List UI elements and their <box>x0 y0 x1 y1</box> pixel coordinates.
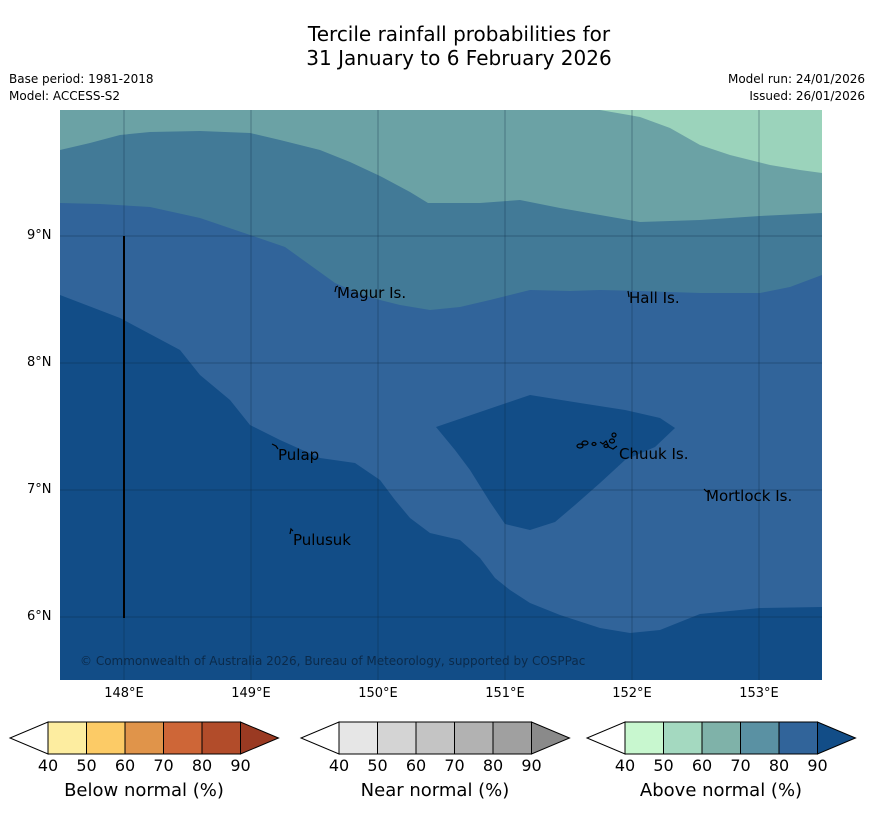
above-segment-1 <box>624 721 664 755</box>
copyright-note: © Commonwealth of Australia 2026, Bureau… <box>80 654 586 668</box>
above-arrow-low <box>585 721 626 755</box>
label-chuuk: Chuuk Is. <box>619 445 689 463</box>
model-run: Model run: 24/01/2026 <box>727 72 865 86</box>
label-pulusuk: Pulusuk <box>293 531 351 549</box>
colorbar-near <box>299 721 571 755</box>
zone-above-60 <box>60 110 822 222</box>
title-line-1: Tercile rainfall probabilities for <box>307 22 611 46</box>
colorbar-below <box>8 721 280 755</box>
title-line-2: 31 January to 6 February 2026 <box>306 46 612 70</box>
below-segment-3 <box>124 721 164 755</box>
tick-label: 40 <box>328 756 350 775</box>
issued-date: Issued: 26/01/2026 <box>749 89 865 103</box>
lon-label-153e: 153°E <box>739 686 779 701</box>
chuuk-lagoon-islands <box>576 432 618 450</box>
lon-label-151e: 151°E <box>485 686 525 701</box>
label-below-normal: Below normal (%) <box>64 780 224 801</box>
zone-above-50 <box>600 110 822 173</box>
below-segment-4 <box>163 721 203 755</box>
above-segment-3 <box>701 721 741 755</box>
near-segment-4 <box>454 721 494 755</box>
tick-label: 50 <box>367 756 388 775</box>
graticule <box>60 110 822 680</box>
tick-label: 40 <box>614 756 636 775</box>
tick-label: 80 <box>482 756 504 775</box>
model-name: Model: ACCESS-S2 <box>9 89 121 103</box>
hall-island-marker <box>627 290 630 298</box>
label-above-normal: Above normal (%) <box>639 780 803 801</box>
colorbar-above <box>585 721 857 755</box>
label-mortlock: Mortlock Is. <box>706 487 793 505</box>
label-hall: Hall Is. <box>629 289 680 307</box>
near-segment-1 <box>338 721 378 755</box>
tick-label: 80 <box>768 756 790 775</box>
above-arrow-high <box>817 721 857 755</box>
tick-label: 50 <box>76 756 97 775</box>
mortlock-island-marker <box>703 488 709 493</box>
meta-left: Base period: 1981-2018 Model: ACCESS-S2 <box>9 71 154 105</box>
tick-label: 90 <box>807 756 828 775</box>
below-segment-2 <box>86 721 126 755</box>
lat-label-7n: 7°N <box>27 482 52 497</box>
magur-island-marker <box>334 285 339 293</box>
tick-label: 60 <box>405 756 427 775</box>
below-arrow-low <box>8 721 49 755</box>
lat-label-8n: 8°N <box>27 355 52 370</box>
near-segment-2 <box>377 721 417 755</box>
meta-right: Model run: 24/01/2026 Issued: 26/01/2026 <box>728 71 865 105</box>
lat-label-9n: 9°N <box>27 228 52 243</box>
tick-label: 70 <box>444 756 465 775</box>
near-segment-3 <box>415 721 455 755</box>
island-markers <box>271 285 709 535</box>
tick-label: 60 <box>114 756 136 775</box>
tick-label: 40 <box>37 756 59 775</box>
tick-label: 90 <box>521 756 542 775</box>
tick-label: 50 <box>653 756 674 775</box>
above-segment-5 <box>778 721 818 755</box>
tick-label: 60 <box>691 756 713 775</box>
above-segment-2 <box>663 721 703 755</box>
lon-label-150e: 150°E <box>358 686 398 701</box>
label-magur: Magur Is. <box>337 284 407 302</box>
lat-label-6n: 6°N <box>27 609 52 624</box>
near-segment-5 <box>492 721 532 755</box>
below-segment-1 <box>47 721 87 755</box>
legend-colorbars <box>8 721 857 755</box>
tick-label: 80 <box>191 756 213 775</box>
base-period: Base period: 1981-2018 <box>9 72 154 86</box>
pulusuk-island-marker <box>289 527 294 535</box>
lon-label-148e: 148°E <box>104 686 144 701</box>
tick-label: 90 <box>230 756 251 775</box>
label-near-normal: Near normal (%) <box>360 780 510 801</box>
above-segment-4 <box>740 721 780 755</box>
near-arrow-low <box>299 721 340 755</box>
tick-label: 70 <box>153 756 174 775</box>
lon-label-152e: 152°E <box>612 686 652 701</box>
below-arrow-high <box>240 721 280 755</box>
below-segment-5 <box>201 721 241 755</box>
zone-above-90-chuuk <box>436 395 675 530</box>
near-arrow-high <box>531 721 571 755</box>
tick-label: 70 <box>730 756 751 775</box>
lon-label-149e: 149°E <box>231 686 271 701</box>
pulap-island-marker <box>271 443 279 450</box>
map-title: Tercile rainfall probabilities for 31 Ja… <box>0 22 873 70</box>
label-pulap: Pulap <box>278 446 320 464</box>
